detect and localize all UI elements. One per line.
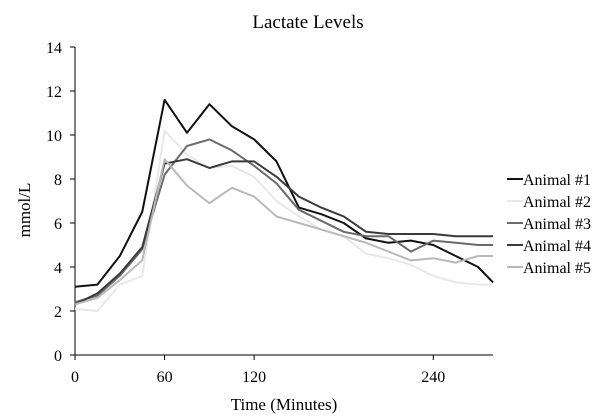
y-axis-label: mmol/L bbox=[15, 183, 34, 238]
legend-label: Animal #5 bbox=[523, 260, 591, 277]
axes: 0 2 4 6 8 10 12 14 0 60 120 240 bbox=[46, 40, 493, 386]
series-line-animal-2 bbox=[74, 129, 493, 312]
chart-title: Lactate Levels bbox=[252, 12, 363, 33]
series-line-animal-1 bbox=[74, 98, 494, 288]
y-tick-label: 6 bbox=[54, 216, 62, 233]
legend-label: Animal #3 bbox=[523, 216, 591, 233]
x-tick-label: 120 bbox=[242, 369, 266, 386]
y-tick-label: 2 bbox=[54, 304, 62, 321]
y-tick-label: 10 bbox=[46, 128, 62, 145]
x-axis-label: Time (Minutes) bbox=[231, 395, 338, 414]
series-lines bbox=[74, 98, 494, 312]
legend-label: Animal #2 bbox=[523, 194, 591, 211]
x-tick-label: 0 bbox=[71, 369, 79, 386]
y-tick-label: 14 bbox=[46, 40, 62, 57]
y-tick-label: 4 bbox=[54, 260, 62, 277]
legend: Animal #1 Animal #2 Animal #3 Animal #4 Anim… bbox=[507, 172, 591, 277]
series-line-animal-4 bbox=[74, 158, 493, 306]
legend-label: Animal #1 bbox=[523, 172, 591, 189]
x-tick-label: 60 bbox=[157, 369, 173, 386]
y-tick-label: 12 bbox=[46, 84, 62, 101]
x-tick-label: 240 bbox=[421, 369, 445, 386]
y-tick-label: 8 bbox=[54, 172, 62, 189]
y-tick-label: 0 bbox=[54, 348, 62, 365]
legend-label: Animal #4 bbox=[523, 238, 591, 255]
series-line-animal-5 bbox=[74, 158, 493, 306]
